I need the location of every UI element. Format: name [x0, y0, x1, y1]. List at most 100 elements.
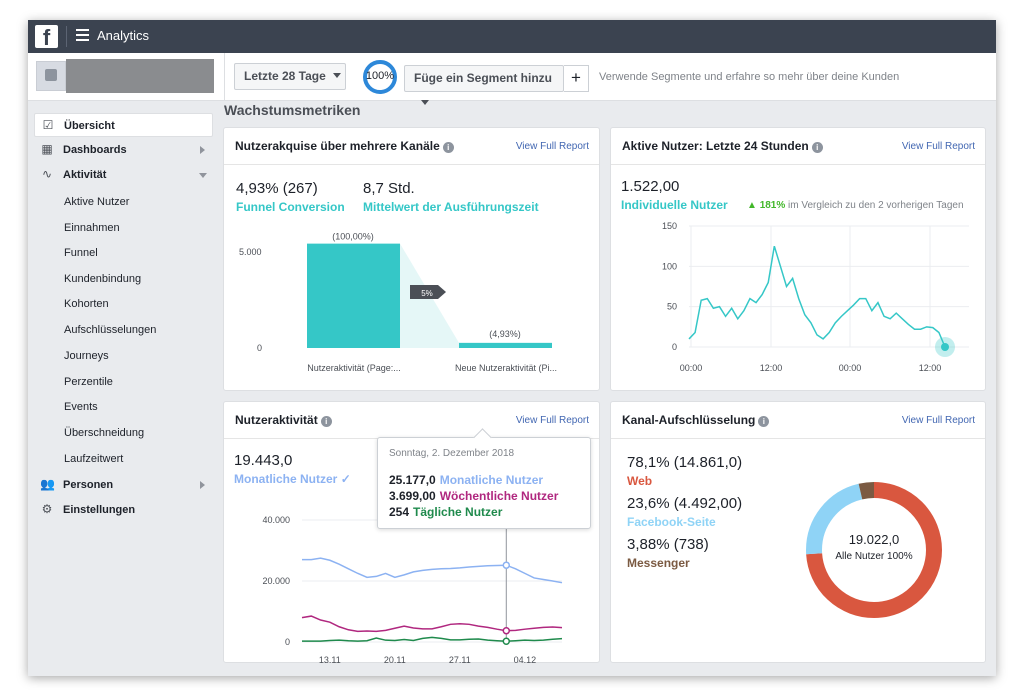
chevron-right-icon [200, 481, 205, 489]
y-tick: 150 [662, 221, 677, 231]
facebook-value: 23,6% (4.492,00) [627, 495, 743, 512]
view-full-report-link[interactable]: View Full Report [515, 141, 589, 152]
add-segment-label: Füge ein Segment hinzu [414, 71, 553, 85]
sidebar-subitem[interactable]: Journeys [64, 350, 109, 362]
active-users-chart: 150 100 50 0 00:00 12:00 00:00 12:00 [662, 221, 969, 373]
x-tick: Nutzeraktivität (Page:... [307, 363, 401, 373]
daily-users-line [302, 636, 563, 642]
chart-icon: ☑ [42, 118, 54, 132]
up-arrow-icon: ▲ [747, 200, 757, 211]
channel-donut-chart: 19.022,0 Alle Nutzer 100% [806, 482, 942, 618]
sidebar-subitem[interactable]: Überschneidung [64, 427, 145, 439]
weekly-users-line [301, 615, 563, 633]
sidebar-item-dashboards[interactable]: ▦ Dashboards [34, 138, 213, 162]
card-title: Nutzerakquise über mehrere Kanäle i [235, 139, 454, 153]
card-title: Aktive Nutzer: Letzte 24 Stunden i [622, 139, 823, 153]
sidebar-subitem[interactable]: Kundenbindung [64, 273, 142, 285]
divider [224, 53, 225, 101]
monthly-users-label: Monatliche Nutzer ✓ [234, 472, 351, 486]
bar-new-activity[interactable] [459, 342, 552, 348]
tooltip-row: 3.699,00 Wöchentliche Nutzer [389, 489, 559, 503]
x-tick: 20.11 [384, 655, 406, 664]
monthly-users-line [302, 557, 563, 584]
sidebar-item-activity[interactable]: ∿ Aktivität [34, 163, 213, 187]
messenger-label: Messenger [627, 556, 690, 570]
add-segment-button[interactable]: + [564, 65, 589, 92]
sidebar-subitem[interactable]: Events [64, 401, 98, 413]
hover-point [502, 561, 511, 569]
sidebar-subitem[interactable]: Aufschlüsselungen [64, 324, 157, 336]
pulse-icon: ∿ [41, 167, 53, 181]
facebook-logo-icon[interactable]: f [35, 25, 58, 48]
chart-tooltip: Sonntag, 2. Dezember 2018 25.177,0 Monatl… [377, 437, 591, 529]
hamburger-icon[interactable] [76, 29, 89, 44]
x-tick: 12:00 [760, 363, 783, 373]
app-avatar-icon[interactable] [36, 61, 66, 91]
tooltip-row: 25.177,0 Monatliche Nutzer [389, 473, 544, 487]
info-icon[interactable]: i [811, 142, 823, 153]
chevron-down-icon [421, 100, 429, 105]
sidebar-item-people[interactable]: 👥 Personen [34, 473, 213, 497]
dropoff-badge [410, 285, 446, 299]
avg-duration-value: 8,7 Std. [363, 180, 415, 197]
sidebar-item-settings[interactable]: ⚙ Einstellungen [41, 502, 136, 517]
card-header: Aktive Nutzer: Letzte 24 Stunden i View F… [611, 128, 985, 165]
view-full-report-link[interactable]: View Full Report [901, 141, 975, 152]
hover-point [502, 626, 511, 635]
gear-icon: ⚙ [41, 502, 53, 516]
monthly-users-value: 19.443,0 [234, 452, 293, 469]
sampling-percent: 100% [365, 70, 395, 82]
messenger-value: 3,88% (738) [627, 536, 709, 553]
x-tick: 04.12 [514, 655, 537, 664]
y-tick: 20.000 [262, 576, 290, 586]
slice-messenger [806, 482, 942, 618]
sidebar-subitem[interactable]: Kohorten [64, 298, 109, 310]
chevron-right-icon [200, 146, 205, 154]
y-tick: 0 [672, 342, 677, 352]
toolbar: Letzte 28 Tage 100% Füge ein Segment hin… [28, 53, 996, 105]
card-title: Nutzeraktivität i [235, 413, 332, 427]
sidebar-subitem[interactable]: Funnel [64, 247, 98, 259]
sidebar-subitem[interactable]: Einnahmen [64, 222, 120, 234]
app-window: f Analytics Letzte 28 Tage 100% Füge ein… [28, 20, 996, 676]
tooltip-row: 254 Tägliche Nutzer [389, 505, 503, 519]
current-point [941, 343, 949, 351]
x-tick: Neue Nutzeraktivität (Pi... [455, 363, 557, 373]
app-title: Analytics [97, 28, 150, 43]
card-header: Kanal-Aufschlüsselung i View Full Report [611, 402, 985, 439]
bar-data-label: (100,00%) [332, 232, 374, 242]
sidebar-subitem[interactable]: Laufzeitwert [64, 453, 124, 465]
active-users-value: 1.522,00 [621, 178, 680, 195]
x-tick: 00:00 [680, 363, 703, 373]
sidebar-item-overview[interactable]: ☑ Übersicht [34, 113, 213, 137]
tooltip-date: Sonntag, 2. Dezember 2018 [389, 448, 515, 459]
grid-icon: ▦ [41, 142, 53, 156]
change-indicator: ▲ 181% im Vergleich zu den 2 vorherigen … [747, 200, 964, 211]
facebook-label: Facebook-Seite [627, 515, 716, 529]
y-tick: 5.000 [239, 247, 262, 257]
view-full-report-link[interactable]: View Full Report [901, 415, 975, 426]
info-icon[interactable]: i [442, 142, 454, 153]
x-tick: 13.11 [319, 655, 341, 664]
card-active-users: Aktive Nutzer: Letzte 24 Stunden i View F… [610, 127, 986, 391]
info-icon[interactable]: i [320, 416, 332, 427]
y-tick: 0 [257, 343, 262, 353]
y-tick: 100 [662, 261, 677, 271]
sidebar-subitem[interactable]: Perzentile [64, 376, 113, 388]
view-full-report-link[interactable]: View Full Report [515, 415, 589, 426]
chevron-down-icon [199, 173, 207, 178]
active-users-line [688, 245, 946, 348]
date-range-dropdown[interactable]: Letzte 28 Tage [234, 63, 346, 90]
funnel-chart: 5.000 0 (100,00%) (4,93%) 5% Nutzeraktiv… [239, 232, 557, 373]
active-users-label: Individuelle Nutzer [621, 198, 728, 212]
change-percent: 181% [759, 200, 786, 211]
info-icon[interactable]: i [758, 416, 770, 427]
section-title: Wachstumsmetriken [224, 102, 361, 118]
sampling-indicator[interactable] [363, 60, 397, 94]
sidebar-subitem[interactable]: Aktive Nutzer [64, 196, 130, 208]
card-acquisition: Nutzerakquise über mehrere Kanäle i View … [223, 127, 600, 391]
sidebar: ☑ Übersicht ▦ Dashboards ∿ Aktivität Akt… [28, 101, 218, 676]
bar-page-activity[interactable] [307, 243, 400, 348]
add-segment-dropdown[interactable]: Füge ein Segment hinzu [404, 65, 564, 105]
app-selector[interactable] [66, 59, 214, 93]
